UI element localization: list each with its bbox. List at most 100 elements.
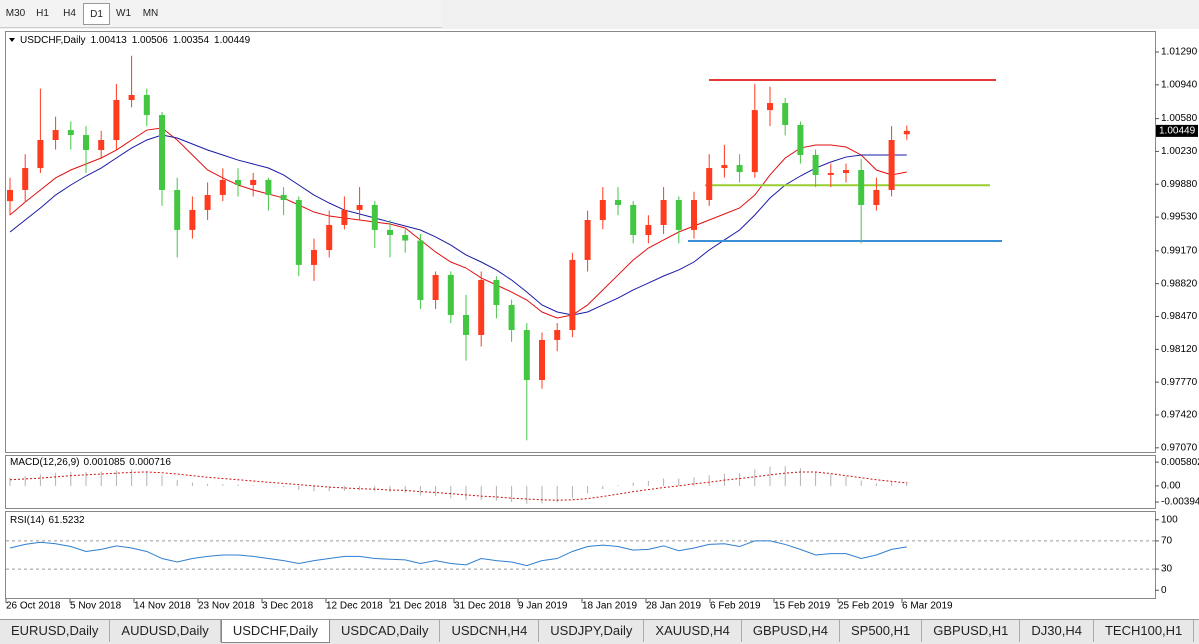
x-tick-label: 28 Jan 2019 bbox=[646, 601, 701, 612]
candle-body bbox=[797, 124, 804, 155]
candle-body bbox=[873, 189, 880, 205]
y-tick-label: 0 bbox=[1161, 585, 1167, 596]
candle-body bbox=[98, 139, 105, 151]
candle-body bbox=[523, 330, 530, 380]
y-tick-label: 0.97770 bbox=[1161, 377, 1198, 388]
indicator-header: MACD(12,26,9) 0.001085 0.000716 bbox=[10, 457, 171, 468]
candle-body bbox=[371, 204, 378, 230]
chart-tab[interactable]: GBPUSD,H4 bbox=[742, 620, 840, 642]
candle-body bbox=[478, 280, 485, 335]
candle-body bbox=[265, 179, 272, 195]
chart-window: 1.01290 1.00940 1.00580 1.00230 0.99880 0.995… bbox=[0, 29, 1199, 619]
timeframe-button[interactable]: M30 bbox=[5, 7, 26, 19]
timeframe-button[interactable]: MN bbox=[142, 7, 159, 19]
candle-body bbox=[858, 169, 865, 205]
timeframe-button[interactable]: H4 bbox=[63, 7, 76, 19]
y-tick-label: 1.00580 bbox=[1161, 113, 1198, 124]
x-tick-label: 14 Nov 2018 bbox=[134, 601, 191, 612]
y-tick-label: 0.99880 bbox=[1161, 179, 1198, 190]
indicator-header: RSI(14) 61.5232 bbox=[10, 515, 85, 526]
chart-tab[interactable]: SP500,H1 bbox=[840, 620, 923, 642]
chart-tab[interactable]: XAUUSD,H4 bbox=[644, 620, 742, 642]
ohlc-value: 1.00354 bbox=[173, 35, 210, 46]
x-tick-label: 5 Nov 2018 bbox=[70, 601, 122, 612]
y-tick-label: 0.00 bbox=[1161, 481, 1181, 492]
chart-tab[interactable]: USDCHF,Daily bbox=[220, 620, 331, 643]
y-tick-label: 0.99170 bbox=[1161, 245, 1198, 256]
x-tick-label: 15 Feb 2019 bbox=[774, 601, 831, 612]
x-tick-label: 12 Dec 2018 bbox=[326, 601, 383, 612]
y-tick-label: 1.01290 bbox=[1161, 47, 1198, 58]
chart-tab[interactable]: TECH100,H1 bbox=[1094, 620, 1195, 642]
chart-tab[interactable]: GBPUSD,H1 bbox=[922, 620, 1021, 642]
x-tick-label: 9 Jan 2019 bbox=[518, 601, 568, 612]
x-tick-label: 6 Mar 2019 bbox=[902, 601, 953, 612]
candle-body bbox=[569, 259, 576, 331]
candle-body bbox=[843, 169, 849, 174]
macd-signal bbox=[9, 471, 907, 501]
x-tick-label: 26 Oct 2018 bbox=[6, 601, 61, 612]
candle-body bbox=[250, 179, 257, 186]
candle-body bbox=[113, 100, 120, 140]
indicator-value: 0.000716 bbox=[129, 457, 171, 468]
candle-body bbox=[539, 339, 545, 380]
chart-tab[interactable]: USDCNH,H4 bbox=[440, 620, 540, 642]
y-tick-label: 30 bbox=[1161, 564, 1173, 575]
symbol-title: USDCHF,Daily bbox=[20, 35, 86, 46]
y-tick-label: -0.003945 bbox=[1161, 497, 1199, 508]
y-tick-label: 0.97070 bbox=[1161, 442, 1198, 453]
candle-body bbox=[493, 280, 500, 305]
y-tick-label: 0.97420 bbox=[1161, 410, 1198, 421]
chart-header: USDCHF,Daily 1.00413 1.00506 1.00354 1.00449 bbox=[20, 35, 251, 46]
candle-body bbox=[326, 224, 333, 251]
candle-body bbox=[174, 189, 181, 230]
y-tick-label: 100 bbox=[1161, 514, 1178, 525]
candle-body bbox=[37, 139, 44, 169]
candle-body bbox=[888, 139, 895, 190]
x-tick-label: 23 Nov 2018 bbox=[198, 601, 255, 612]
y-tick-label: 1.00230 bbox=[1161, 146, 1198, 157]
timeframe-button[interactable]: H1 bbox=[36, 7, 49, 19]
candle-body bbox=[387, 229, 393, 235]
chart-tab[interactable]: USDCAD,Daily bbox=[330, 620, 441, 642]
candle-body bbox=[235, 179, 241, 186]
y-tick-label: 0.005802 bbox=[1161, 457, 1199, 468]
indicator-value: 0.001085 bbox=[83, 457, 125, 468]
chart-tabs: EURUSD,Daily AUDUSD,Daily USDCHF,Daily USDC… bbox=[0, 619, 1199, 644]
candle-body bbox=[159, 115, 165, 190]
x-tick-label: 25 Feb 2019 bbox=[838, 601, 895, 612]
ohlc-value: 1.00506 bbox=[132, 35, 169, 46]
rsi-line bbox=[9, 540, 907, 567]
x-tick-label: 6 Feb 2019 bbox=[710, 601, 761, 612]
candle-body bbox=[721, 165, 728, 169]
chart-tab[interactable]: DJ30,H4 bbox=[1020, 620, 1094, 642]
x-tick-label: 3 Dec 2018 bbox=[262, 601, 314, 612]
candle-body bbox=[660, 200, 667, 225]
chart-tab[interactable]: EURUSD,Daily bbox=[0, 620, 111, 642]
collapse-arrow bbox=[9, 38, 15, 42]
chart-tab[interactable]: USDJPY,Daily bbox=[539, 620, 645, 642]
timeframe-toolbar: M30 H1 H4 D1 W1 MN bbox=[0, 0, 442, 28]
main-panel bbox=[5, 31, 1156, 453]
chart-tab[interactable]: UKOil, bbox=[1194, 620, 1199, 642]
candle-body bbox=[447, 274, 454, 316]
candle-body bbox=[675, 200, 682, 230]
candle-body bbox=[143, 94, 150, 116]
ohlc-value: 1.00449 bbox=[214, 35, 251, 46]
candle-body bbox=[83, 135, 89, 151]
last-price-box bbox=[1156, 124, 1198, 137]
chart-tab[interactable]: AUDUSD,Daily bbox=[110, 620, 221, 642]
indicator-title: MACD(12,26,9) bbox=[10, 457, 79, 468]
timeframe-button[interactable]: D1 bbox=[83, 2, 110, 25]
candle-body bbox=[280, 194, 287, 201]
candle-body bbox=[827, 173, 834, 175]
timeframe-button[interactable]: W1 bbox=[116, 7, 131, 19]
y-tick-label: 0.99530 bbox=[1161, 212, 1198, 223]
candle-body bbox=[311, 250, 317, 265]
candle-body bbox=[341, 209, 348, 225]
candle-body bbox=[782, 103, 789, 125]
x-tick-label: 18 Jan 2019 bbox=[582, 601, 637, 612]
candle-body bbox=[463, 315, 469, 335]
candle-body bbox=[219, 179, 226, 195]
